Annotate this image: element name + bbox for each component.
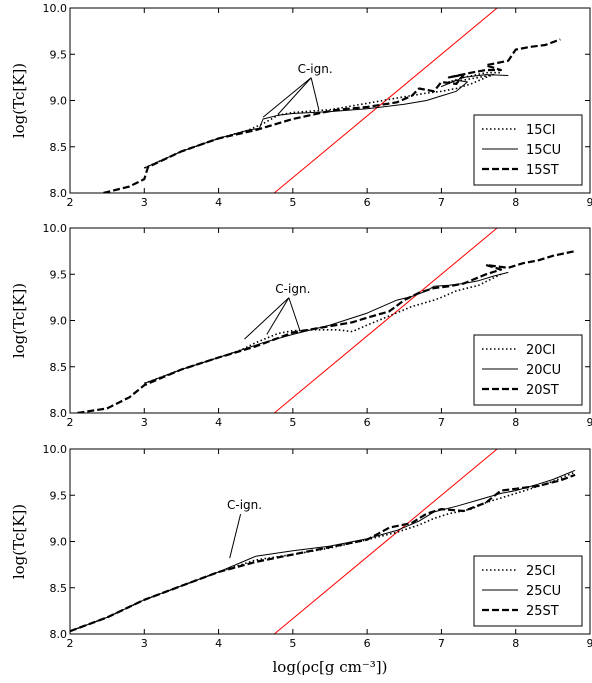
legend-label-20CU: 20CU xyxy=(526,363,561,378)
annotation-pointer xyxy=(277,77,312,115)
x-tick-label: 2 xyxy=(67,637,74,650)
y-tick-label: 9.5 xyxy=(50,48,68,61)
legend-box xyxy=(473,114,583,186)
x-tick-label: 6 xyxy=(364,196,371,209)
legend: 15CI 15CU 15ST xyxy=(473,114,583,186)
legend: 25CI 25CU 25ST xyxy=(473,555,583,627)
x-tick-label: 7 xyxy=(438,637,445,650)
y-tick-label: 8.0 xyxy=(50,407,68,420)
annotation-pointer xyxy=(288,297,301,332)
y-tick-label: 8.5 xyxy=(50,582,68,595)
y-tick-label: 8.0 xyxy=(50,187,68,200)
legend-label-25CI: 25CI xyxy=(526,564,555,579)
chart-panel-2: 2 3 4 5 6 7 8 9 8.0 8.5 9.0 9.5 10.0 log(Tc[K]) C-ign.… xyxy=(10,222,592,429)
annotation-label: C-ign. xyxy=(275,282,310,296)
y-axis-label: log(Tc[K]) xyxy=(10,504,28,579)
reference-line xyxy=(273,449,498,634)
x-tick-label: 9 xyxy=(587,637,592,650)
x-tick-label: 2 xyxy=(67,196,74,209)
series-line-20CU xyxy=(144,271,509,384)
x-tick-label: 5 xyxy=(289,416,296,429)
y-tick-label: 10.0 xyxy=(43,222,68,235)
y-tick-label: 9.0 xyxy=(50,95,68,108)
legend-box xyxy=(473,334,583,406)
annotation-pointer xyxy=(262,77,312,118)
x-tick-label: 5 xyxy=(289,637,296,650)
y-tick-label: 8.5 xyxy=(50,141,68,154)
x-tick-label: 4 xyxy=(215,637,222,650)
series-line-20ST xyxy=(77,250,576,413)
y-tick-label: 10.0 xyxy=(43,2,68,15)
x-tick-label: 8 xyxy=(512,196,519,209)
legend-label-25CU: 25CU xyxy=(526,584,561,599)
legend-label-15CI: 15CI xyxy=(526,123,555,138)
x-tick-label: 6 xyxy=(364,637,371,650)
x-tick-label: 5 xyxy=(289,196,296,209)
legend-label-20ST: 20ST xyxy=(526,383,559,398)
x-tick-label: 6 xyxy=(364,416,371,429)
y-tick-label: 8.0 xyxy=(50,628,68,641)
series-line-20CI xyxy=(144,273,502,385)
x-tick-label: 7 xyxy=(438,196,445,209)
annotation-pointer xyxy=(244,297,290,340)
x-tick-label: 2 xyxy=(67,416,74,429)
legend-label-25ST: 25ST xyxy=(526,604,559,619)
chart-panel-1: 2 3 4 5 6 7 8 9 8.0 8.5 9.0 9.5 10.0 log(Tc[K]) C-ign.… xyxy=(10,2,592,209)
x-tick-label: 4 xyxy=(215,196,222,209)
legend-label-15CU: 15CU xyxy=(526,143,561,158)
legend-label-20CI: 20CI xyxy=(526,343,555,358)
legend-label-15ST: 15ST xyxy=(526,163,559,178)
annotation-pointer xyxy=(310,77,320,110)
y-axis-label: log(Tc[K]) xyxy=(10,283,28,358)
series-line-25ST xyxy=(70,473,576,633)
y-tick-label: 9.0 xyxy=(50,536,68,549)
x-tick-label: 3 xyxy=(141,637,148,650)
annotation-label: C-ign. xyxy=(227,498,262,512)
y-tick-label: 8.5 xyxy=(50,361,68,374)
x-tick-label: 4 xyxy=(215,416,222,429)
y-axis-label: log(Tc[K]) xyxy=(10,63,28,138)
y-tick-label: 9.0 xyxy=(50,315,68,328)
x-tick-label: 3 xyxy=(141,416,148,429)
x-tick-label: 7 xyxy=(438,416,445,429)
annotation-pointer xyxy=(266,297,290,335)
x-axis-label: log(ρc[g cm⁻³]) xyxy=(273,658,388,676)
annotation-label: C-ign. xyxy=(298,62,333,76)
y-tick-label: 10.0 xyxy=(43,443,68,456)
y-tick-label: 9.5 xyxy=(50,489,68,502)
series-line-15CI xyxy=(143,71,501,169)
series-line-15CU xyxy=(144,74,509,169)
x-tick-label: 9 xyxy=(587,196,592,209)
legend-box xyxy=(473,555,583,627)
y-tick-label: 9.5 xyxy=(50,268,68,281)
legend: 20CI 20CU 20ST xyxy=(473,334,583,406)
x-tick-label: 9 xyxy=(587,416,592,429)
series-line-15ST xyxy=(103,38,561,193)
x-tick-label: 8 xyxy=(512,637,519,650)
annotation-pointer xyxy=(229,514,242,559)
chart-panel-3: 2 3 4 5 6 7 8 9 8.0 8.5 9.0 9.5 10.0 log(Tc[K]) C-ign.… xyxy=(10,443,592,650)
x-tick-label: 8 xyxy=(512,416,519,429)
reference-line xyxy=(273,228,498,413)
x-tick-label: 3 xyxy=(141,196,148,209)
